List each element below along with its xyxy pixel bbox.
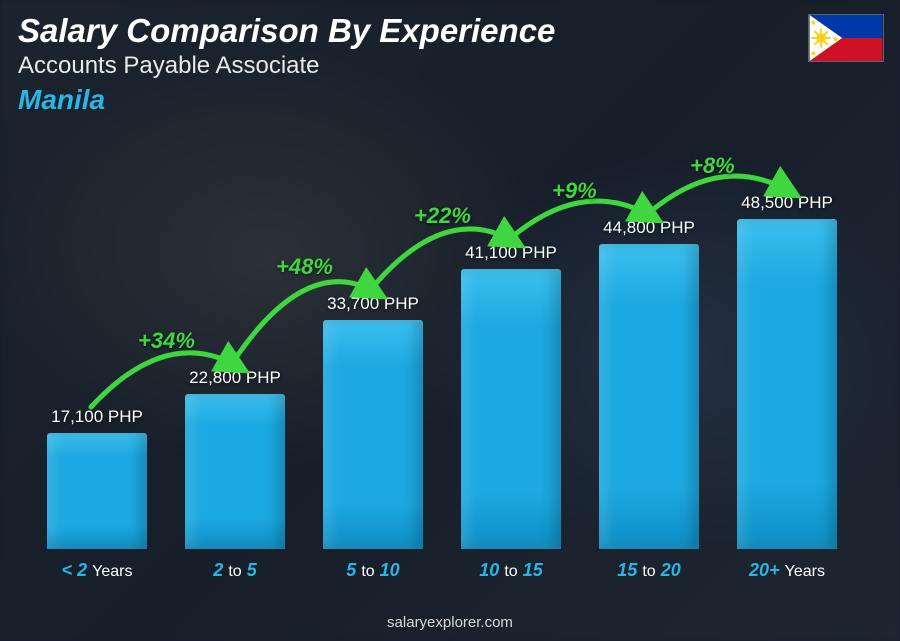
increase-pct-label: +8% [690, 153, 735, 179]
philippines-flag-icon [808, 14, 884, 62]
chart-location: Manila [18, 84, 105, 116]
increase-arrow [367, 229, 513, 294]
footer-attribution: salaryexplorer.com [0, 614, 900, 631]
content-root: Salary Comparison By Experience Accounts… [0, 0, 900, 641]
x-tick: 20+ Years [727, 560, 847, 581]
increase-arrow [643, 176, 789, 218]
bar-chart: 17,100 PHP22,800 PHP33,700 PHP41,100 PHP… [28, 130, 856, 581]
increase-pct-label: +34% [138, 328, 195, 354]
x-tick: 10 to 15 [451, 560, 571, 581]
chart-subtitle: Accounts Payable Associate [18, 52, 320, 80]
increase-arrow [229, 282, 375, 368]
x-tick: 5 to 10 [313, 560, 433, 581]
increase-arrow [505, 201, 651, 243]
increase-arrow [91, 353, 237, 407]
chart-title: Salary Comparison By Experience [18, 12, 555, 50]
x-tick: 15 to 20 [589, 560, 709, 581]
increase-pct-label: +22% [414, 203, 471, 229]
increase-pct-label: +48% [276, 254, 333, 280]
x-tick: 2 to 5 [175, 560, 295, 581]
x-tick: < 2 Years [37, 560, 157, 581]
increase-pct-label: +9% [552, 178, 597, 204]
x-axis: < 2 Years 2 to 5 5 to 10 10 to 15 15 to 20 20… [28, 560, 856, 581]
